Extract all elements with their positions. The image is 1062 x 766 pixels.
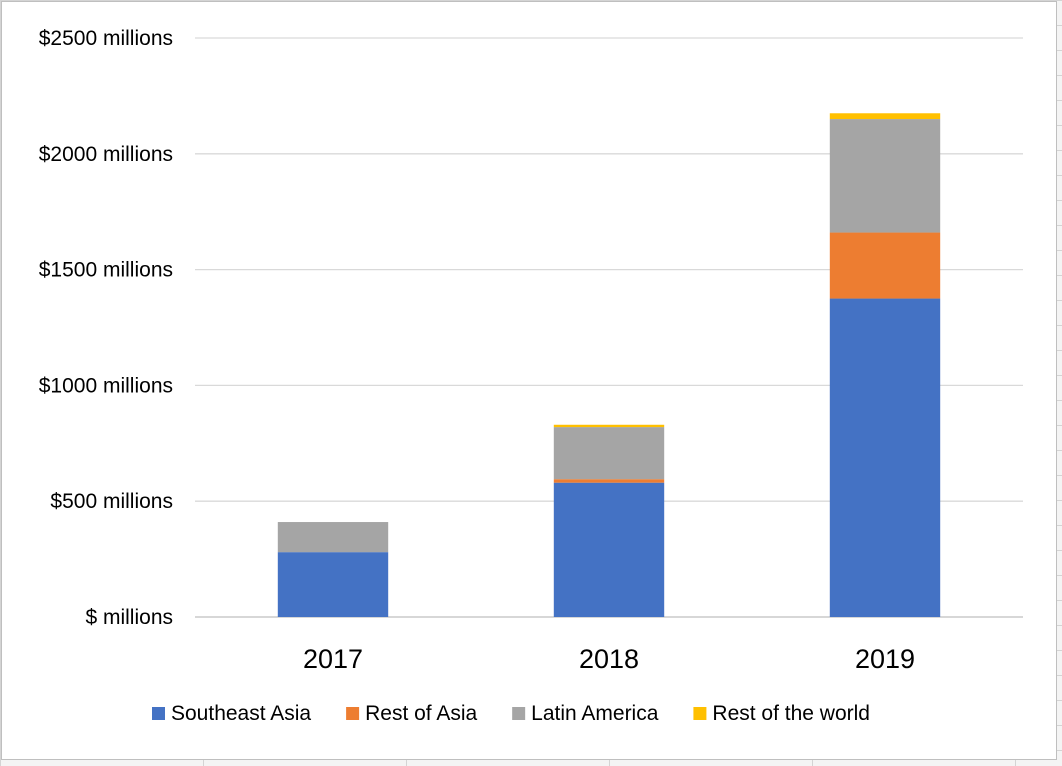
y-tick-label: $500 millions — [50, 490, 173, 513]
bar-segment[interactable] — [553, 482, 665, 617]
bar-segment[interactable] — [829, 232, 941, 299]
legend: Southeast Asia Rest of Asia Latin America R… — [152, 702, 870, 725]
x-tick-label: 2019 — [855, 644, 915, 674]
y-axis-tick-labels: $ millions $500 millions $1000 millions $15… — [39, 27, 173, 629]
y-tick-label: $1500 millions — [39, 259, 173, 282]
legend-swatch — [152, 707, 165, 720]
y-tick-label: $1000 millions — [39, 374, 173, 397]
bar-segment[interactable] — [277, 552, 389, 617]
bar-segment[interactable] — [553, 479, 665, 483]
bar-segment[interactable] — [829, 298, 941, 617]
legend-label: Rest of Asia — [365, 702, 477, 725]
legend-swatch — [512, 707, 526, 720]
bar-segment[interactable] — [829, 119, 941, 233]
legend-label: Latin America — [531, 702, 659, 725]
legend-label: Southeast Asia — [171, 702, 311, 725]
y-tick-label: $2500 millions — [39, 27, 173, 50]
y-tick-label: $2000 millions — [39, 143, 173, 166]
bars — [277, 113, 941, 617]
x-tick-label: 2017 — [303, 644, 363, 674]
bar-segment[interactable] — [829, 113, 941, 120]
legend-label: Rest of the world — [712, 702, 870, 725]
x-tick-label: 2018 — [579, 644, 639, 674]
x-axis-tick-labels: 2017 2018 2019 — [303, 644, 915, 674]
bar-segment[interactable] — [553, 427, 665, 480]
y-tick-label: $ millions — [85, 606, 173, 629]
bar-segment[interactable] — [553, 424, 665, 428]
legend-swatch — [346, 707, 360, 720]
legend-swatch — [693, 707, 707, 720]
bar-segment[interactable] — [277, 522, 389, 553]
